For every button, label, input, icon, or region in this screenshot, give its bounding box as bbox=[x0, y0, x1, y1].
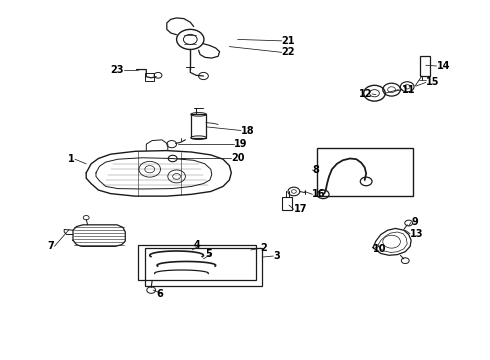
Text: 18: 18 bbox=[241, 126, 255, 135]
Text: 15: 15 bbox=[426, 77, 440, 87]
Text: 16: 16 bbox=[313, 189, 326, 199]
Text: 12: 12 bbox=[359, 89, 372, 99]
Bar bbox=[282, 197, 293, 211]
Bar bbox=[191, 114, 206, 138]
Text: 1: 1 bbox=[68, 154, 75, 164]
Text: 3: 3 bbox=[273, 251, 280, 261]
Text: 8: 8 bbox=[313, 165, 319, 175]
Text: 2: 2 bbox=[261, 243, 268, 253]
Text: 22: 22 bbox=[282, 47, 295, 57]
Text: 4: 4 bbox=[193, 240, 200, 250]
Text: 9: 9 bbox=[411, 217, 418, 227]
Bar bbox=[420, 56, 430, 76]
Text: 21: 21 bbox=[282, 36, 295, 46]
Text: 17: 17 bbox=[294, 204, 307, 215]
Bar bbox=[318, 148, 413, 196]
Bar bbox=[145, 73, 154, 81]
Text: 5: 5 bbox=[205, 248, 212, 258]
Text: 13: 13 bbox=[410, 229, 424, 239]
Text: 19: 19 bbox=[234, 139, 248, 149]
Text: 7: 7 bbox=[48, 241, 54, 251]
Text: 23: 23 bbox=[110, 64, 124, 75]
Text: 10: 10 bbox=[373, 244, 387, 254]
Text: 14: 14 bbox=[437, 61, 450, 71]
Bar bbox=[139, 244, 256, 280]
Text: 6: 6 bbox=[156, 289, 163, 299]
Text: 11: 11 bbox=[402, 85, 416, 95]
Bar bbox=[145, 248, 262, 286]
Text: 20: 20 bbox=[231, 153, 245, 163]
